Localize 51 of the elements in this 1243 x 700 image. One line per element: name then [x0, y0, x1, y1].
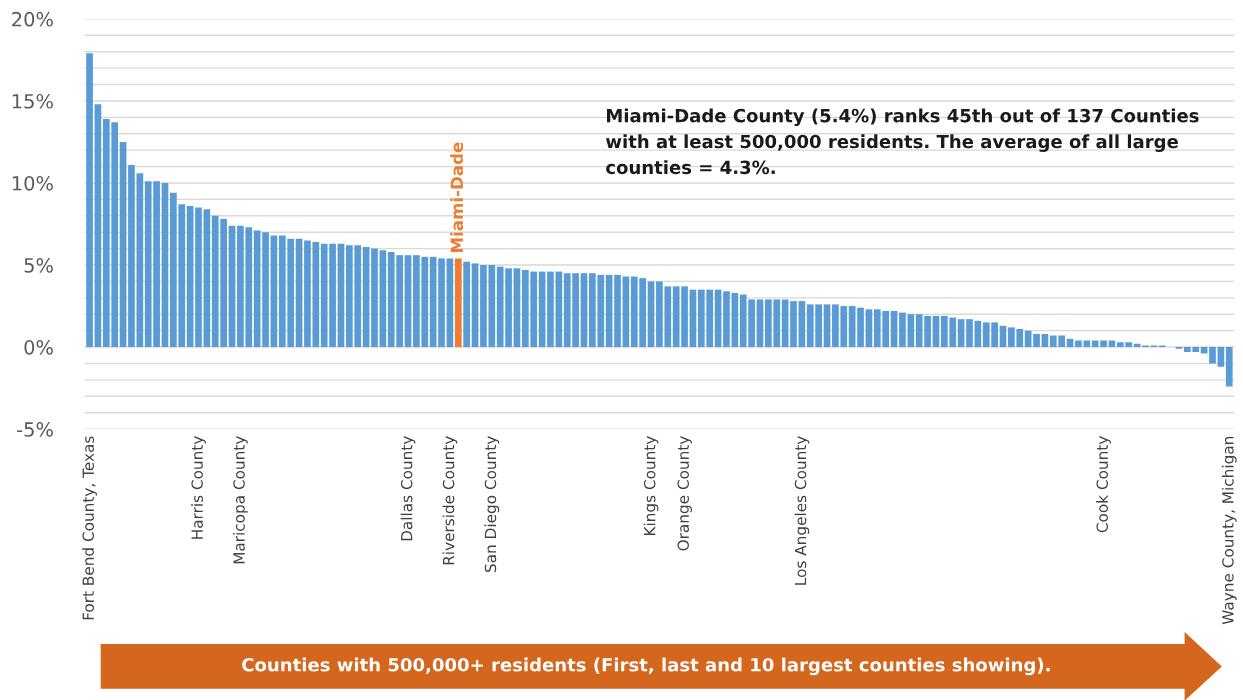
bar — [957, 319, 965, 348]
x-tick-label: Fort Bend County, Texas — [82, 436, 97, 620]
y-tick-label: 5% — [24, 257, 53, 273]
y-tick-label: 0% — [24, 340, 53, 355]
bar — [203, 209, 211, 348]
bar — [371, 248, 378, 348]
bar — [454, 258, 462, 348]
bar — [94, 104, 102, 348]
bar — [463, 261, 471, 348]
bar — [865, 309, 873, 348]
x-tick-label: Dallas County — [400, 436, 416, 541]
bar — [798, 301, 806, 348]
bar — [404, 255, 412, 348]
bar — [966, 319, 973, 348]
x-tick-label: Miami-Dade — [450, 142, 464, 252]
bar — [446, 258, 454, 348]
bar — [1225, 347, 1233, 387]
x-tick-label: Riverside County — [442, 436, 458, 565]
bar — [1108, 340, 1116, 348]
x-tick-label: Kings County — [643, 436, 659, 536]
bar — [756, 299, 764, 348]
bar — [270, 235, 278, 348]
x-tick-label: Los Angeles County — [794, 436, 810, 585]
annotation: Miami-Dade County (5.4%) ranks 45th out of 137 Counties with at least 500,000 residents. The average of all large counties = 4.3%. — [605, 108, 1199, 175]
x-tick-label: Maricopa County — [233, 436, 248, 564]
y-tick-label: -5% — [17, 422, 53, 437]
bar — [86, 53, 93, 348]
x-tick-label: Wayne County, Michigan — [1221, 436, 1237, 625]
x-tick-label: Orange County — [677, 436, 692, 551]
bar — [781, 299, 789, 348]
y-tick-label: 20% — [12, 11, 53, 27]
x-tick-label: Harris County — [191, 436, 206, 539]
bar — [471, 263, 479, 348]
bar — [513, 268, 521, 348]
y-tick-label: 10% — [12, 175, 53, 191]
bar — [438, 258, 445, 348]
x-tick-label: Cook County — [1096, 436, 1111, 533]
bar — [614, 274, 621, 348]
bar — [790, 301, 797, 348]
bar — [379, 250, 387, 348]
y-tick-label: 15% — [12, 93, 53, 109]
bar — [647, 281, 655, 348]
text: Counties with 500,000+ residents (First, last and 10 largest counties showing). — [242, 657, 1050, 676]
bar — [823, 304, 831, 348]
bar — [1217, 347, 1225, 367]
bar — [1200, 347, 1208, 354]
bar — [1209, 347, 1216, 364]
bar — [580, 273, 588, 348]
bar — [195, 207, 202, 348]
bar — [1033, 333, 1040, 348]
x-tick-label: San Diego County — [484, 436, 500, 572]
